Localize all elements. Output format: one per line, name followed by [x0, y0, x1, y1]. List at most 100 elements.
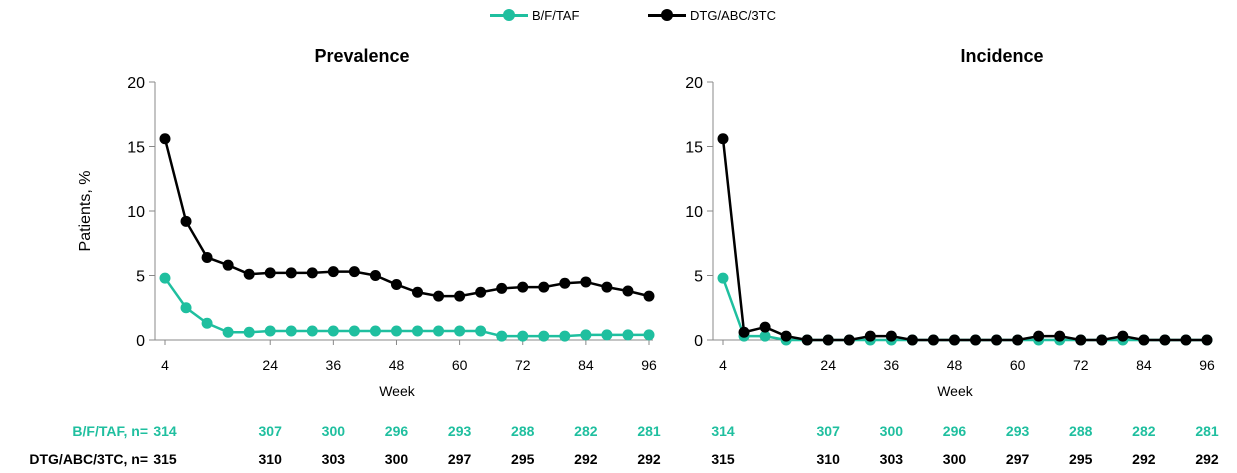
data-point — [1012, 334, 1024, 346]
chart-title: Prevalence — [314, 46, 409, 66]
data-point — [306, 267, 318, 279]
n-value: 314 — [711, 423, 735, 439]
data-point — [580, 329, 592, 341]
data-point — [180, 302, 192, 314]
data-point — [412, 325, 424, 337]
n-row-dtg: DTG/ABC/3TC, n= 315 310 303 300 297 295 292 292… — [0, 451, 1237, 471]
n-value: 296 — [942, 423, 967, 439]
x-tick-label: 72 — [1073, 357, 1089, 373]
n-value: 282 — [1132, 423, 1156, 439]
n-value: 300 — [384, 451, 409, 467]
data-point — [801, 334, 813, 346]
data-point — [390, 279, 402, 291]
x-tick-label: 72 — [515, 357, 531, 373]
data-point — [222, 326, 234, 338]
n-value: 293 — [447, 423, 472, 439]
data-point — [970, 334, 982, 346]
data-point — [580, 276, 592, 288]
chart-title: Incidence — [960, 46, 1043, 66]
data-point — [1075, 334, 1087, 346]
series-line-0 — [163, 277, 649, 338]
y-tick-label: 20 — [127, 75, 145, 92]
y-tick-label: 20 — [685, 75, 703, 92]
n-value: 295 — [511, 451, 535, 467]
data-point — [201, 317, 213, 329]
data-point — [433, 290, 445, 302]
n-value: 293 — [1005, 423, 1030, 439]
data-point — [864, 330, 876, 342]
n-value: 296 — [384, 423, 409, 439]
series-line-1 — [163, 138, 650, 298]
data-point — [1201, 334, 1213, 346]
x-tick-label: 96 — [641, 357, 657, 373]
data-point — [643, 290, 655, 302]
n-value: 282 — [574, 423, 598, 439]
n-value: 303 — [879, 451, 904, 467]
n-value: 292 — [574, 451, 598, 467]
y-tick-label: 5 — [136, 269, 145, 286]
data-point — [1054, 330, 1066, 342]
data-point — [759, 321, 771, 333]
n-value: 314 — [153, 423, 177, 439]
chart-legend: B/F/TAF DTG/ABC/3TC — [0, 6, 1237, 28]
n-value: 281 — [637, 423, 661, 439]
n-value: 297 — [1005, 451, 1030, 467]
data-point — [717, 272, 729, 284]
data-point — [285, 325, 297, 337]
n-value: 292 — [1195, 451, 1219, 467]
n-value: 300 — [942, 451, 967, 467]
n-value: 310 — [258, 451, 282, 467]
data-point — [243, 326, 255, 338]
n-value: 307 — [816, 423, 840, 439]
x-tick-label: 4 — [719, 357, 727, 373]
x-tick-label: 48 — [389, 357, 405, 373]
n-value: 281 — [1195, 423, 1219, 439]
data-point — [369, 270, 381, 281]
data-point — [1033, 330, 1045, 342]
x-tick-label: 36 — [326, 357, 342, 373]
data-point — [243, 268, 255, 280]
data-point — [433, 325, 445, 337]
data-point — [1096, 334, 1108, 346]
data-point — [369, 325, 381, 337]
x-tick-label: 36 — [884, 357, 900, 373]
data-point — [1180, 334, 1192, 346]
n-value: 315 — [153, 451, 177, 467]
data-point — [738, 326, 750, 338]
y-tick-label: 10 — [685, 204, 703, 221]
data-point — [348, 266, 360, 278]
x-tick-label: 96 — [1199, 357, 1215, 373]
data-point — [559, 330, 571, 342]
data-point — [822, 334, 834, 346]
y-tick-label: 5 — [694, 269, 703, 286]
y-tick-label: 0 — [136, 333, 145, 350]
x-axis-label: Week — [379, 383, 416, 399]
legend-label-dtg: DTG/ABC/3TC — [690, 7, 776, 23]
data-point — [454, 290, 466, 302]
n-value: 292 — [637, 451, 661, 467]
data-point — [601, 329, 613, 341]
legend-marker-dtg — [648, 6, 686, 24]
data-point — [601, 281, 613, 293]
legend-label-bftaf: B/F/TAF — [532, 7, 580, 23]
n-value: 300 — [321, 423, 346, 439]
y-tick-label: 10 — [127, 204, 145, 221]
x-tick-label: 84 — [578, 357, 594, 373]
legend-marker-bftaf — [490, 6, 528, 24]
data-point — [538, 330, 550, 342]
data-point — [306, 325, 318, 337]
y-axis-label: Patients, % — [77, 171, 94, 252]
data-point — [717, 133, 729, 145]
data-point — [1138, 334, 1150, 346]
data-point — [264, 325, 276, 337]
data-point — [496, 330, 508, 342]
data-point — [780, 330, 792, 342]
n-value: 288 — [511, 423, 535, 439]
n-value: 310 — [816, 451, 840, 467]
data-point — [559, 277, 571, 289]
n-value: 295 — [1069, 451, 1093, 467]
data-point — [517, 330, 529, 342]
chart-1: Incidence 0 5 10 15 20 4 24 36 48 60 72 84 96 Week — [685, 46, 1215, 399]
n-value: 315 — [711, 451, 735, 467]
y-tick-label: 15 — [127, 140, 145, 157]
